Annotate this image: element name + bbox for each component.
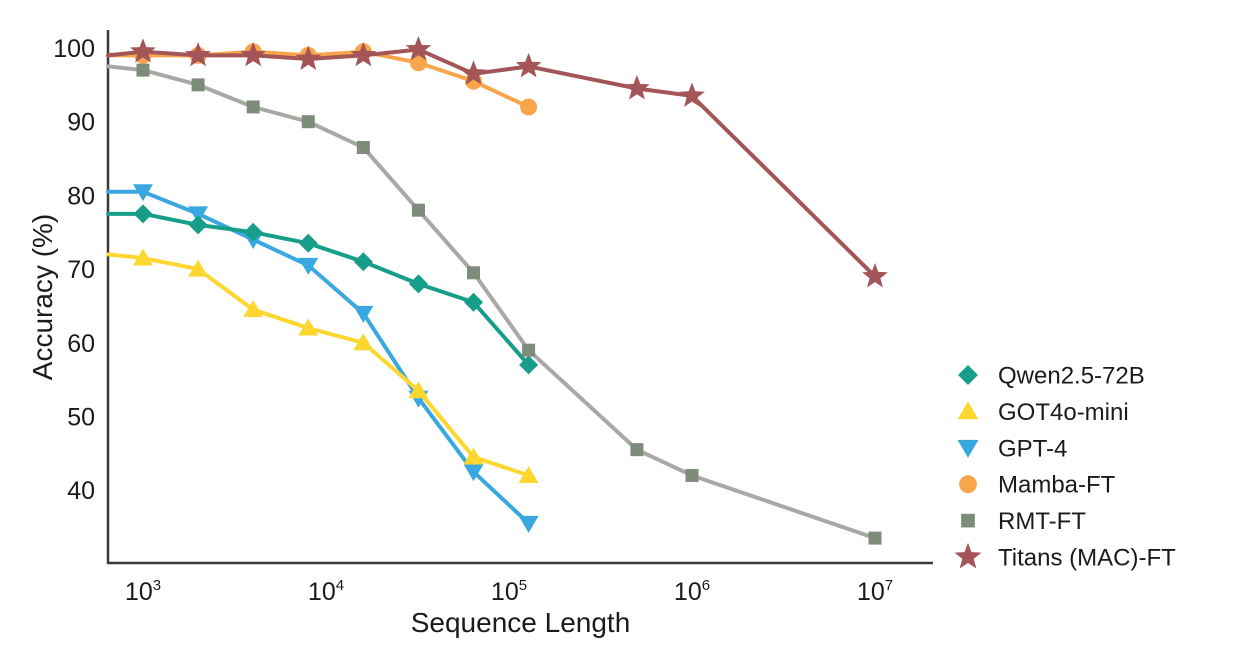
marker-got4o-mini-4k	[243, 300, 264, 318]
x-tick-label-1e3: 103	[125, 577, 161, 606]
legend-item-rmt-ft: RMT-FT	[961, 508, 1086, 535]
marker-got4o-mini-16k	[353, 333, 374, 351]
y-tick-label-70: 70	[67, 256, 95, 284]
legend-label-mamba-ft: Mamba-FT	[998, 472, 1116, 499]
legend-triangle-down-icon-gpt-4	[957, 439, 979, 458]
x-tick-label-1e7: 107	[857, 577, 893, 606]
series-line-titans-mac-ft	[106, 47, 877, 279]
marker-got4o-mini-1k	[133, 248, 153, 266]
y-tick-label-50: 50	[67, 404, 95, 432]
marker-rmt-ft-500k	[630, 443, 644, 457]
series-got4o-mini	[106, 248, 539, 483]
marker-qwen25-72b-128k	[519, 355, 539, 375]
marker-gpt-4-16k	[353, 305, 374, 323]
marker-rmt-ft-8k	[301, 115, 315, 129]
marker-gpt-4-1k	[133, 184, 153, 202]
legend-item-titans-mac-ft: Titans (MAC)-FT	[954, 542, 1176, 572]
series-qwen25-72b	[106, 204, 539, 375]
legend-item-got4o-mini: GOT4o-mini	[957, 399, 1129, 426]
marker-mamba-ft-128k	[520, 98, 538, 116]
marker-titans-mac-ft-16k	[350, 41, 377, 67]
marker-rmt-ft-64k	[467, 266, 481, 280]
marker-qwen25-72b-2k	[188, 215, 208, 235]
marker-got4o-mini-64k	[463, 447, 484, 465]
marker-rmt-ft-4k	[246, 100, 260, 114]
series-line-qwen25-72b	[106, 211, 531, 367]
marker-rmt-ft-1M	[685, 468, 699, 482]
marker-titans-mac-ft-2k	[185, 41, 211, 67]
marker-rmt-ft-16k	[356, 140, 370, 154]
marker-titans-mac-ft-128k	[515, 52, 542, 78]
y-tick-label-90: 90	[67, 109, 95, 137]
series-line-gpt-4	[106, 189, 531, 526]
marker-titans-mac-ft-64k	[460, 60, 487, 85]
legend-item-mamba-ft: Mamba-FT	[959, 472, 1116, 499]
marker-titans-mac-ft-500k	[624, 75, 650, 100]
marker-gpt-4-128k	[518, 515, 539, 533]
marker-gpt-4-8k	[298, 257, 319, 275]
marker-qwen25-72b-16k	[353, 252, 373, 272]
legend-circle-icon-mamba-ft	[959, 475, 977, 494]
series-line-got4o-mini	[106, 252, 531, 478]
x-axis-title: Sequence Length	[411, 607, 631, 638]
y-tick-label-80: 80	[67, 182, 95, 210]
marker-rmt-ft-128k	[522, 343, 536, 357]
marker-qwen25-72b-32k	[408, 274, 428, 294]
axis-spines	[106, 30, 933, 565]
legend-item-qwen25-72b: Qwen2.5-72B	[958, 363, 1145, 390]
marker-rmt-ft-2k	[191, 78, 205, 92]
marker-titans-mac-ft-8k	[295, 45, 322, 70]
marker-qwen25-72b-8k	[298, 233, 318, 253]
marker-got4o-mini-32k	[408, 381, 429, 399]
series-gpt-4	[106, 184, 539, 533]
marker-titans-mac-ft-1M	[679, 82, 705, 107]
marker-titans-mac-ft-10M	[862, 262, 888, 288]
marker-qwen25-72b-64k	[464, 292, 484, 312]
x-tick-label-1e6: 106	[674, 577, 710, 606]
marker-titans-mac-ft-4k	[240, 41, 267, 67]
marker-gpt-4-2k	[188, 206, 209, 224]
legend-label-titans-mac-ft: Titans (MAC)-FT	[998, 545, 1176, 572]
marker-got4o-mini-8k	[298, 318, 319, 336]
legend-diamond-icon-qwen25-72b	[958, 365, 978, 385]
marker-qwen25-72b-4k	[243, 222, 263, 242]
series-line-rmt-ft	[106, 64, 877, 541]
marker-titans-mac-ft-1k	[130, 38, 156, 63]
marker-mamba-ft-32k	[409, 54, 427, 72]
marker-rmt-ft-1k	[136, 63, 150, 77]
y-axis-title: Accuracy (%)	[27, 214, 58, 380]
legend-star-icon-titans-mac-ft	[954, 542, 982, 569]
y-tick-label-60: 60	[67, 330, 95, 358]
legend-label-gpt-4: GPT-4	[998, 435, 1067, 462]
legend-label-got4o-mini: GOT4o-mini	[998, 399, 1129, 426]
legend-square-icon-rmt-ft	[961, 513, 975, 528]
axes: 100 90 80 70 60 50 40 103 104 105 106 107 Sequence L…	[27, 30, 933, 638]
marker-rmt-ft-10M	[868, 531, 882, 545]
legend-label-qwen25-72b: Qwen2.5-72B	[998, 363, 1145, 390]
x-tick-label-1e4: 104	[308, 577, 344, 606]
legend: Qwen2.5-72B GOT4o-mini GPT-4 Mamba-FT RMT-FT…	[954, 363, 1176, 572]
marker-gpt-4-64k	[463, 464, 484, 482]
legend-triangle-up-icon-got4o-mini	[957, 401, 979, 420]
y-tick-label-40: 40	[67, 477, 95, 505]
marker-got4o-mini-128k	[518, 465, 539, 483]
marker-got4o-mini-2k	[188, 259, 209, 277]
x-tick-label-1e5: 105	[491, 577, 527, 606]
series-rmt-ft	[106, 63, 882, 545]
marker-rmt-ft-32k	[411, 203, 425, 217]
marker-qwen25-72b-1k	[133, 204, 153, 224]
marker-titans-mac-ft-32k	[405, 35, 432, 61]
legend-item-gpt-4: GPT-4	[957, 435, 1067, 462]
legend-label-rmt-ft: RMT-FT	[998, 508, 1086, 535]
series-titans-mac-ft	[106, 35, 888, 288]
y-tick-label-100: 100	[53, 35, 95, 63]
